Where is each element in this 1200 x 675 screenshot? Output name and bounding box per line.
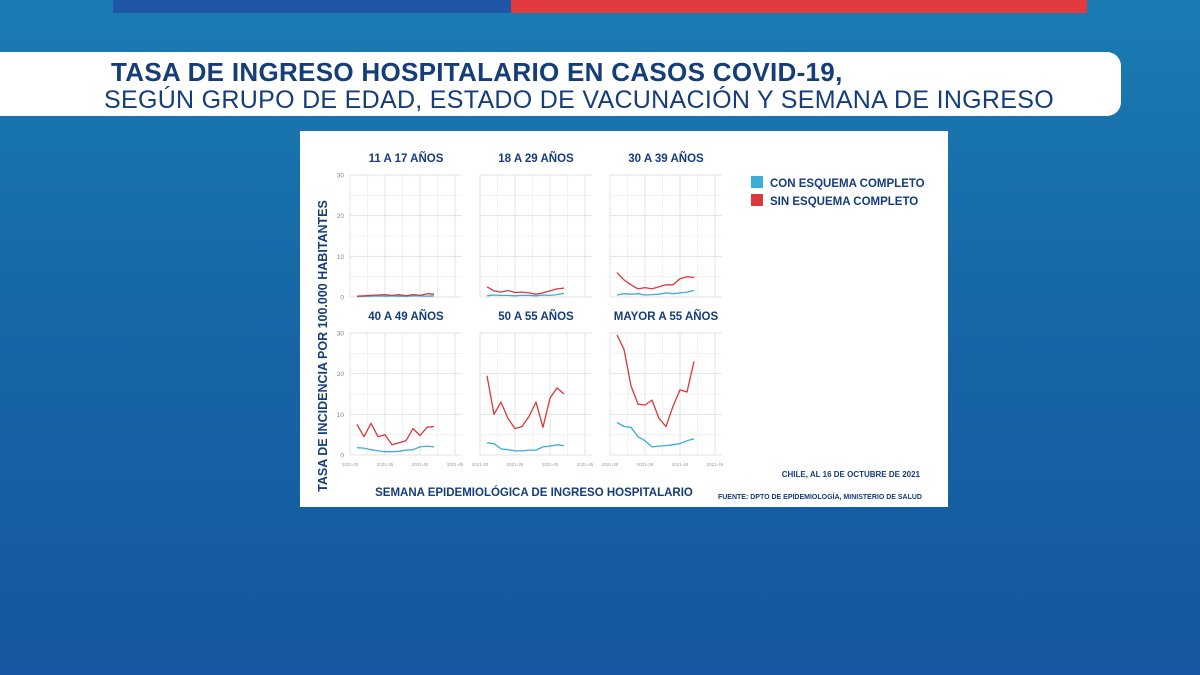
x-tick-label: 2021-35 [377, 462, 394, 467]
x-tick-label: 2021-40 [412, 462, 429, 467]
header-bar-blue [113, 0, 511, 13]
legend-swatch-sin-esquema [751, 194, 763, 206]
legend-label-sin-esquema: SIN ESQUEMA COMPLETO [770, 196, 918, 208]
series-line-con-esquema [616, 289, 695, 296]
chart-note: CHILE, AL 16 DE OCTUBRE DE 2021 [782, 470, 921, 479]
page-subtitle: SEGÚN GRUPO DE EDAD, ESTADO DE VACUNACIÓ… [104, 86, 1054, 114]
panel-title: 50 A 55 AÑOS [498, 310, 574, 323]
series-line-sin-esquema [616, 272, 695, 290]
series-line-sin-esquema [486, 286, 565, 295]
y-tick-label: 10 [337, 254, 345, 261]
series-line-con-esquema [356, 295, 435, 298]
chart-source: FUENTE: DPTO DE EPIDEMIOLOGÍA, MINISTERI… [718, 492, 922, 501]
header-bar-red [511, 0, 1087, 13]
panel-title: 11 A 17 AÑOS [369, 152, 444, 165]
x-tick-label: 2021-40 [542, 462, 559, 467]
y-tick-label: 30 [337, 331, 345, 338]
chart-panel: TASA DE INCIDENCIA POR 100.000 HABITANTE… [300, 131, 948, 507]
series-line-sin-esquema [486, 375, 565, 430]
series-line-sin-esquema [356, 293, 435, 297]
x-tick-label: 2021-30 [602, 462, 619, 467]
x-tick-label: 2021-35 [507, 462, 524, 467]
series-line-con-esquema [616, 421, 695, 448]
legend-label-con-esquema: CON ESQUEMA COMPLETO [770, 178, 925, 190]
page-title: TASA DE INGRESO HOSPITALARIO EN CASOS CO… [111, 57, 843, 87]
panel-title: 40 A 49 AÑOS [368, 310, 444, 323]
series-line-con-esquema [356, 445, 435, 453]
panel-title: MAYOR A 55 AÑOS [614, 310, 719, 323]
x-tick-label: 2021-45 [447, 462, 464, 467]
y-tick-label: 0 [340, 453, 344, 460]
chart-svg: TASA DE INCIDENCIA POR 100.000 HABITANTE… [316, 152, 925, 501]
x-tick-label: 2021-35 [637, 462, 654, 467]
series-line-con-esquema [486, 442, 565, 452]
panel-title: 30 A 39 AÑOS [628, 152, 704, 165]
x-tick-label: 2021-30 [342, 462, 359, 467]
y-axis-label: TASA DE INCIDENCIA POR 100.000 HABITANTE… [316, 200, 330, 492]
x-axis-label: SEMANA EPIDEMIOLÓGICA DE INGRESO HOSPITA… [375, 486, 693, 499]
y-tick-label: 30 [337, 173, 345, 180]
x-tick-label: 2021-45 [577, 462, 594, 467]
title-band [0, 52, 1121, 116]
series-line-sin-esquema [356, 422, 435, 446]
x-tick-label: 2021-40 [672, 462, 689, 467]
x-tick-label: 2021-45 [707, 462, 724, 467]
legend-swatch-con-esquema [751, 176, 763, 188]
y-tick-label: 20 [337, 371, 345, 378]
y-tick-label: 10 [337, 412, 345, 419]
y-tick-label: 20 [337, 213, 345, 220]
series-line-con-esquema [486, 292, 565, 297]
panel-title: 18 A 29 AÑOS [498, 152, 574, 165]
x-tick-label: 2021-30 [472, 462, 489, 467]
series-line-sin-esquema [616, 334, 695, 428]
y-tick-label: 0 [340, 295, 344, 302]
